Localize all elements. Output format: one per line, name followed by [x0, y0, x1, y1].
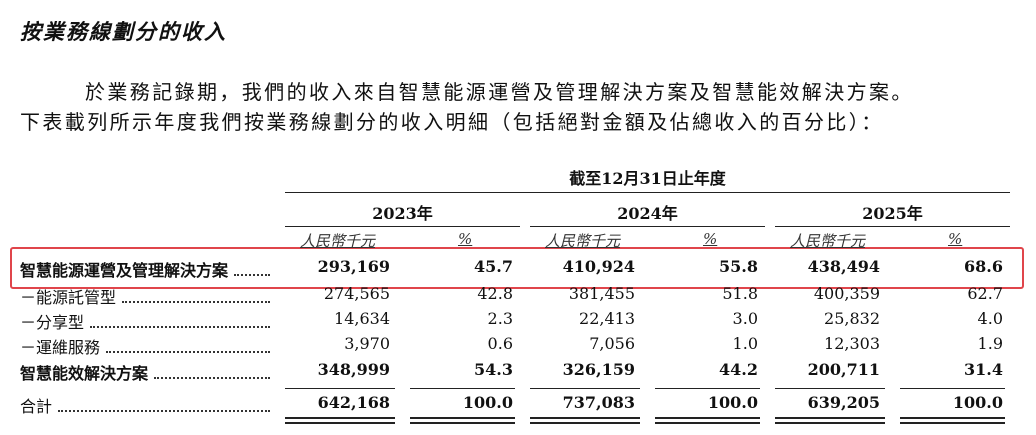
table-cell: 51.8: [722, 284, 758, 303]
table-cell: 3.0: [732, 309, 758, 328]
rule: [285, 226, 520, 227]
table-cell: 55.8: [719, 257, 758, 276]
table-cell: 0.6: [487, 334, 513, 353]
table-cell: 100.0: [707, 393, 758, 412]
table-cell: 2.3: [487, 309, 513, 328]
rule: [655, 417, 760, 419]
rule: [530, 226, 765, 227]
column-header: %: [948, 230, 963, 248]
column-header: 人民幣千元: [545, 232, 621, 250]
row-label-text: －運維服務: [20, 338, 101, 357]
table-cell: 1.0: [732, 334, 758, 353]
row-label-text: －分享型: [20, 313, 85, 332]
table-cell: 326,159: [562, 360, 635, 379]
rule: [775, 388, 885, 389]
row-label-text: 合計: [20, 397, 53, 416]
table-cell: 7,056: [589, 334, 635, 353]
rule: [285, 422, 395, 424]
table-cell: 42.8: [477, 284, 513, 303]
table-cell: 62.7: [967, 284, 1003, 303]
row-label: －運維服務: [20, 334, 270, 358]
table-cell: 1.9: [977, 334, 1003, 353]
dot-leader: [106, 351, 270, 353]
rule: [285, 417, 395, 419]
rule: [530, 417, 640, 419]
column-header: %: [458, 230, 473, 248]
rule: [775, 417, 885, 419]
table-cell: 737,083: [562, 393, 635, 412]
rule: [530, 388, 640, 389]
highlight-box: [10, 247, 1024, 289]
table-cell: 200,711: [807, 360, 880, 379]
row-label: 智慧能源運營及管理解決方案: [20, 257, 270, 281]
row-label-text: －能源託管型: [20, 288, 117, 307]
column-header: %: [703, 230, 718, 248]
table-cell: 12,303: [824, 334, 880, 353]
rule: [530, 422, 640, 424]
rule: [900, 388, 1005, 389]
rule: [655, 388, 760, 389]
table-cell: 100.0: [462, 393, 513, 412]
dot-leader: [122, 301, 270, 303]
rule: [410, 388, 515, 389]
table-cell: 642,168: [317, 393, 390, 412]
row-label-text: 智慧能源運營及管理解決方案: [20, 261, 229, 280]
row-label: －分享型: [20, 309, 270, 333]
table-cell: 348,999: [317, 360, 390, 379]
table-cell: 25,832: [824, 309, 880, 328]
rule: [410, 422, 515, 424]
year-header: 2023年: [372, 204, 433, 223]
row-label: 合計: [20, 393, 270, 417]
table-cell: 4.0: [977, 309, 1003, 328]
dot-leader: [234, 274, 270, 276]
rule: [285, 192, 1010, 193]
year-header: 2024年: [617, 204, 678, 223]
row-label-text: 智慧能效解決方案: [20, 364, 149, 383]
dot-leader: [154, 377, 270, 379]
column-header: 人民幣千元: [300, 232, 376, 250]
rule: [285, 388, 395, 389]
table-cell: 68.6: [964, 257, 1003, 276]
table-cell: 14,634: [334, 309, 390, 328]
paragraph-line: 於業務記錄期，我們的收入來自智慧能源運營及管理解決方案及智慧能效解決方案。: [85, 80, 914, 104]
table-cell: 54.3: [474, 360, 513, 379]
year-header: 2025年: [862, 204, 923, 223]
rule: [775, 422, 885, 424]
table-cell: 31.4: [964, 360, 1003, 379]
period-header: 截至12月31日止年度: [569, 169, 726, 188]
rule: [900, 417, 1005, 419]
table-cell: 639,205: [807, 393, 880, 412]
dot-leader: [90, 326, 270, 328]
rule: [900, 422, 1005, 424]
table-cell: 22,413: [579, 309, 635, 328]
table-cell: 274,565: [323, 284, 390, 303]
table-cell: 3,970: [344, 334, 390, 353]
column-header: 人民幣千元: [790, 232, 866, 250]
table-cell: 381,455: [568, 284, 635, 303]
row-label: －能源託管型: [20, 284, 270, 308]
table-cell: 438,494: [807, 257, 880, 276]
rule: [775, 226, 1010, 227]
table-cell: 400,359: [813, 284, 880, 303]
row-label: 智慧能效解決方案: [20, 360, 270, 384]
table-cell: 45.7: [474, 257, 513, 276]
table-cell: 293,169: [317, 257, 390, 276]
dot-leader: [58, 410, 270, 412]
table-cell: 100.0: [952, 393, 1003, 412]
paragraph-line: 下表載列所示年度我們按業務線劃分的收入明細（包括絕對金額及佔總收入的百分比）：: [20, 110, 884, 134]
table-cell: 44.2: [719, 360, 758, 379]
table-cell: 410,924: [562, 257, 635, 276]
rule: [655, 422, 760, 424]
rule: [410, 417, 515, 419]
heading: 按業務線劃分的收入: [20, 19, 227, 44]
